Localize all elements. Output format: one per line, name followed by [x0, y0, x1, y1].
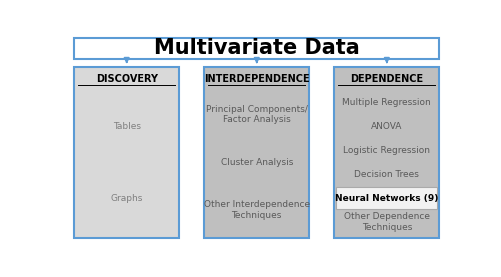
FancyBboxPatch shape	[336, 187, 437, 209]
Text: Principal Components/
Factor Analysis: Principal Components/ Factor Analysis	[206, 105, 308, 124]
Text: Multiple Regression: Multiple Regression	[343, 98, 431, 107]
Text: ANOVA: ANOVA	[371, 122, 402, 131]
Text: Logistic Regression: Logistic Regression	[343, 146, 430, 155]
FancyBboxPatch shape	[74, 67, 179, 238]
Text: Cluster Analysis: Cluster Analysis	[220, 158, 293, 167]
Text: DISCOVERY: DISCOVERY	[96, 74, 158, 84]
Text: DEPENDENCE: DEPENDENCE	[350, 74, 423, 84]
Text: Decision Trees: Decision Trees	[354, 170, 419, 179]
FancyBboxPatch shape	[204, 67, 309, 238]
Text: Other Dependence
Techniques: Other Dependence Techniques	[344, 212, 430, 232]
Text: Tables: Tables	[113, 122, 141, 131]
Text: Graphs: Graphs	[111, 194, 143, 202]
FancyBboxPatch shape	[335, 67, 439, 238]
Text: INTERDEPENDENCE: INTERDEPENDENCE	[204, 74, 310, 84]
Text: Other Interdependence
Techniques: Other Interdependence Techniques	[204, 200, 310, 220]
Text: Multivariate Data: Multivariate Data	[154, 38, 360, 58]
Text: Neural Networks (9): Neural Networks (9)	[335, 194, 438, 202]
FancyBboxPatch shape	[74, 37, 439, 59]
